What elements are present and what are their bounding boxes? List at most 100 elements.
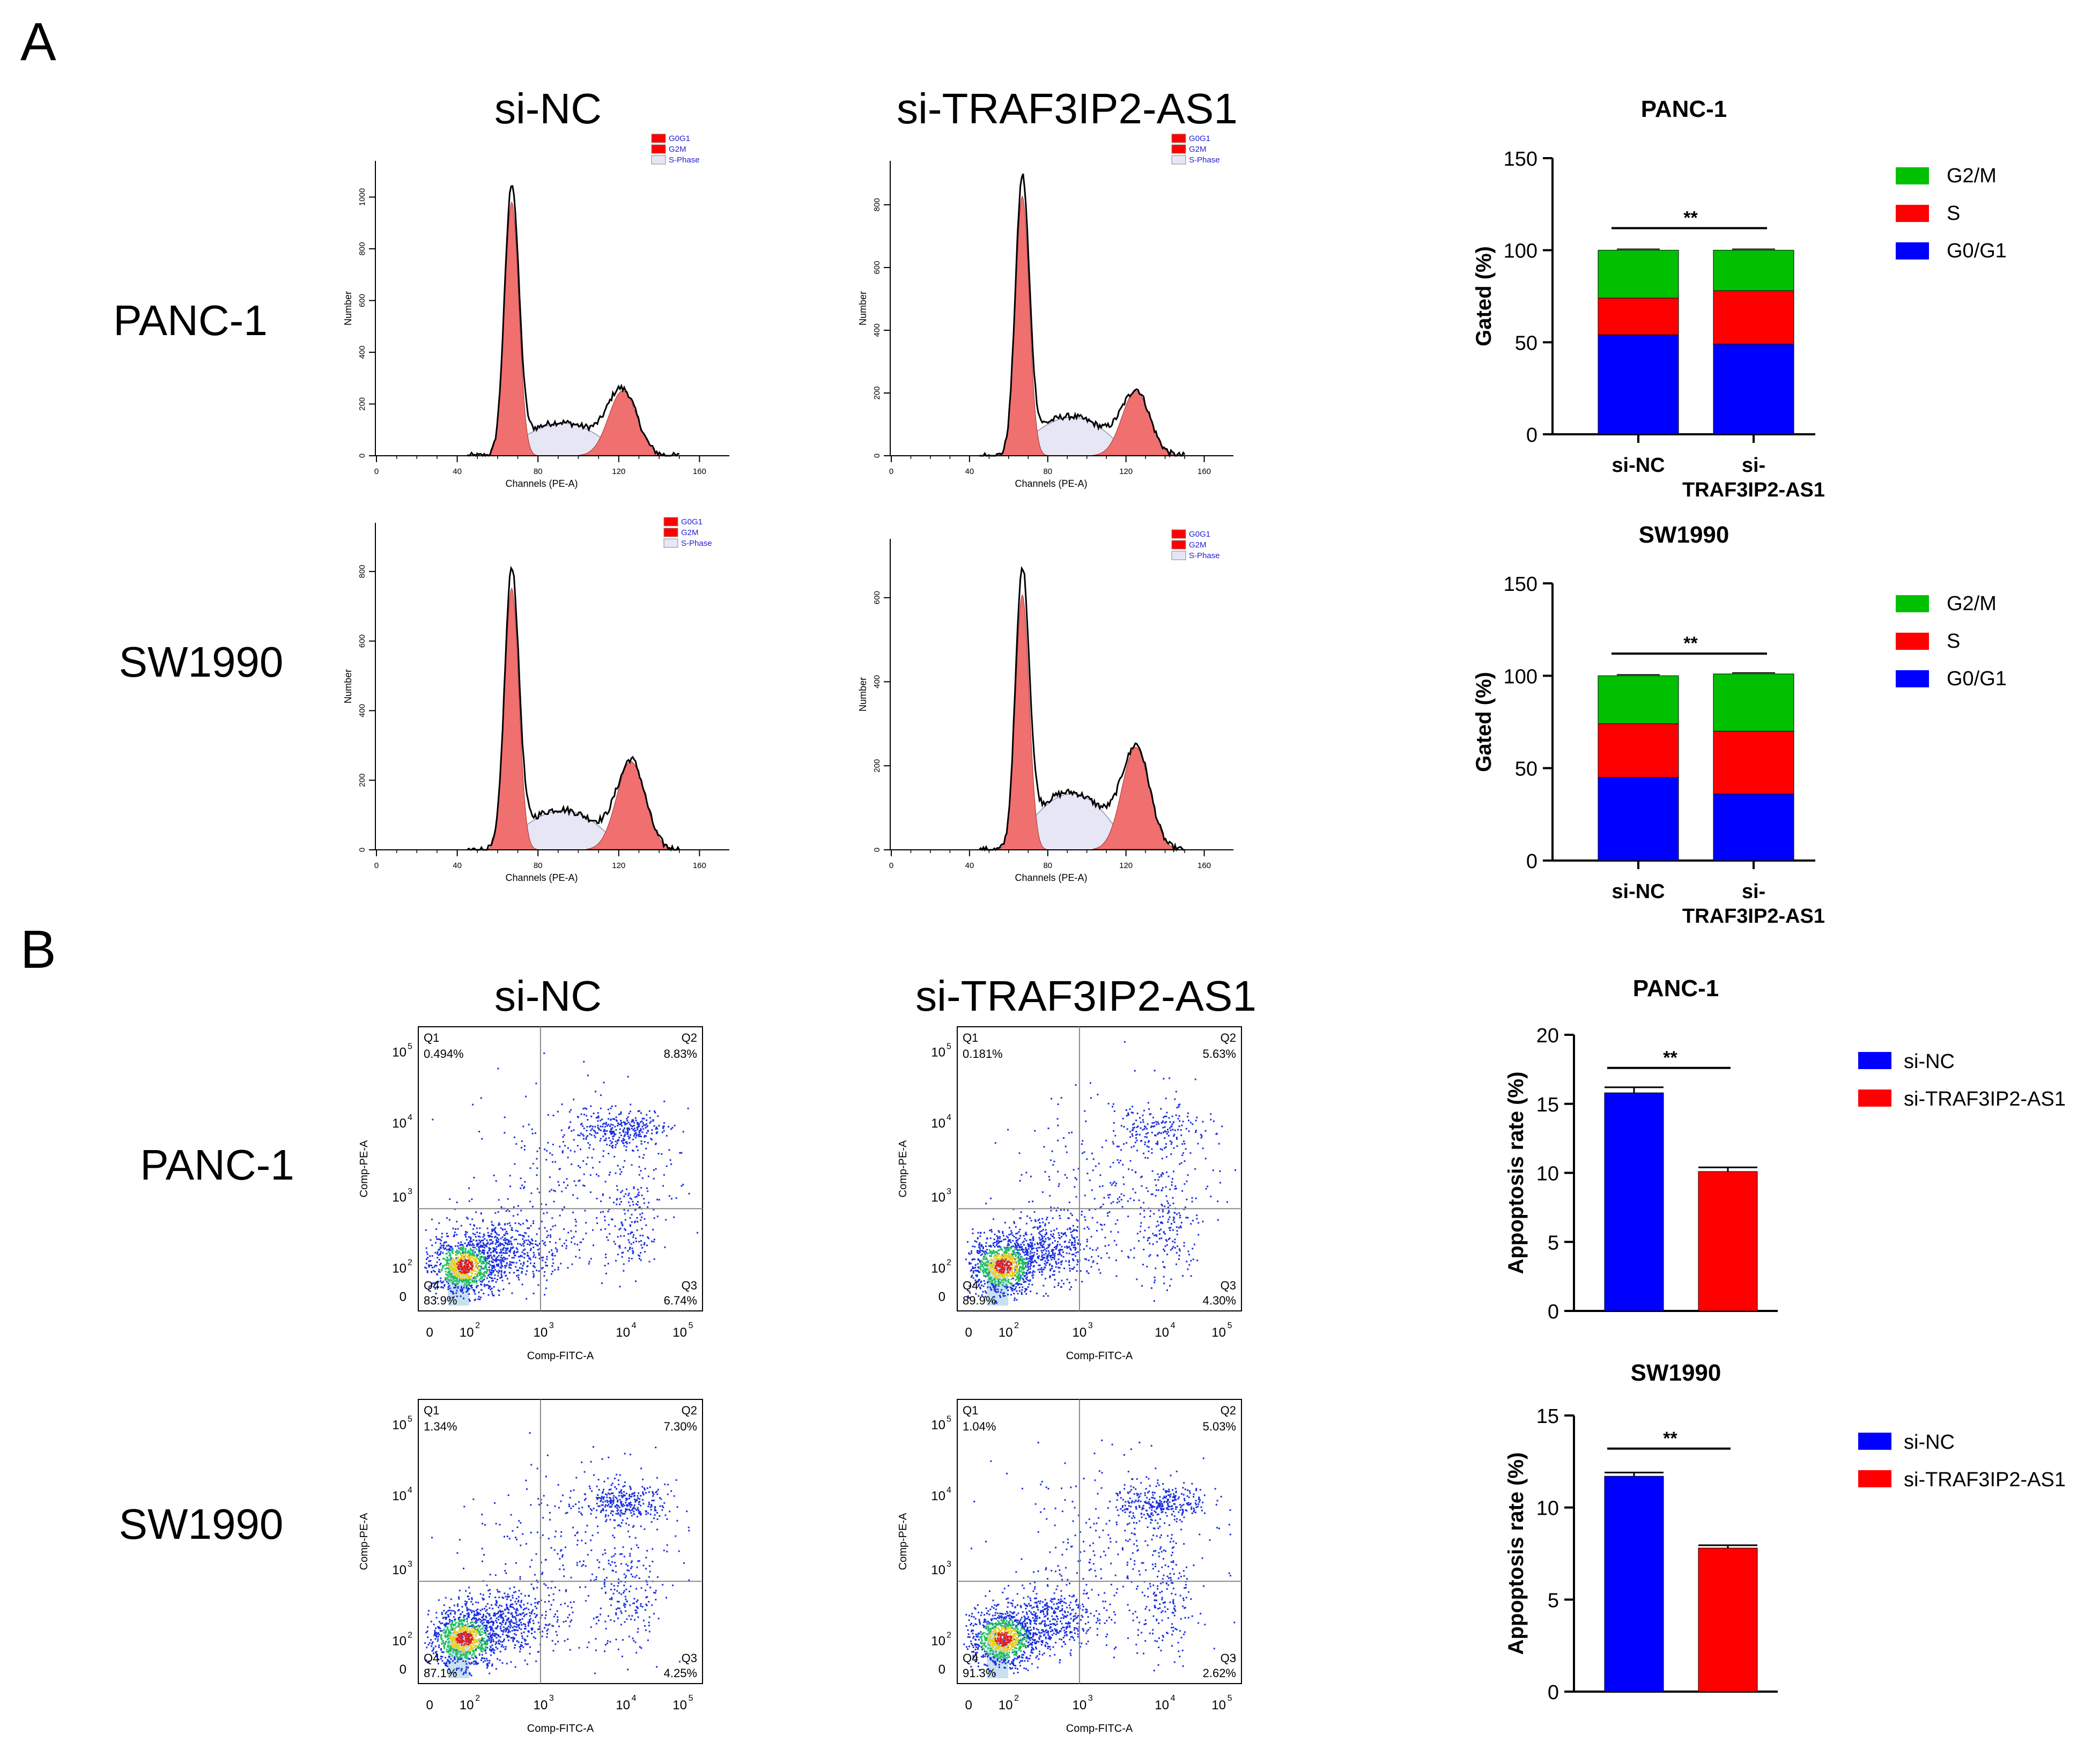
histogram-x-tick-label: 160 <box>1197 861 1211 870</box>
histogram-x-tick-label: 80 <box>1043 861 1052 870</box>
histogram-legend-label: G0G1 <box>681 517 703 527</box>
legend-swatch <box>1896 167 1929 184</box>
flow-dots-medium <box>440 1618 489 1659</box>
histogram-legend-label: G2M <box>681 528 699 537</box>
flow-dots-peak <box>456 1258 474 1274</box>
g0g1-peak <box>481 201 542 456</box>
bar-chart: SW1990 0 5 10 15 Appoptosis rate (%) ** si-NC si… <box>1504 1360 2066 1704</box>
flow-y-tick-label: 0 <box>400 1663 406 1677</box>
flow-q3-value: 4.25% <box>664 1666 697 1680</box>
histogram-panel: 0 40 80 120 160 0 200 400 600 800 Channels (PE-A) N… <box>343 517 729 883</box>
histogram-y-label: Number <box>343 291 353 325</box>
histogram-y-tick-label: 200 <box>873 759 882 773</box>
flow-y-tick-label: 10 <box>392 1489 406 1503</box>
flow-y-tick-exp: 3 <box>408 1560 412 1569</box>
histogram-y-tick-label: 200 <box>358 397 367 411</box>
flow-q4-value: 87.1% <box>424 1666 457 1680</box>
legend-swatch <box>1896 205 1929 222</box>
flow-x-tick-exp: 5 <box>1228 1321 1232 1330</box>
bar-y-tick-label: 150 <box>1504 573 1537 596</box>
bar-y-tick-label: 15 <box>1536 1094 1559 1116</box>
bar-y-tick-label: 5 <box>1548 1589 1559 1612</box>
flow-y-tick-label: 10 <box>392 1190 406 1205</box>
flow-y-tick-exp: 4 <box>947 1486 951 1495</box>
histogram-legend-swatch <box>651 134 666 143</box>
flow-x-tick-exp: 5 <box>1228 1694 1232 1703</box>
flow-x-tick-exp: 3 <box>1088 1694 1093 1703</box>
histogram-y-tick-label: 1000 <box>358 188 367 206</box>
bar-y-label: Appoptosis rate (%) <box>1504 1452 1528 1655</box>
histogram-legend-label: G0G1 <box>669 134 690 143</box>
histogram-y-tick-label: 0 <box>873 848 882 852</box>
flow-x-tick-exp: 3 <box>549 1321 554 1330</box>
stacked-bar-segment <box>1598 298 1679 336</box>
bar-y-tick-label: 10 <box>1536 1163 1559 1185</box>
flow-y-tick-label: 10 <box>931 1116 945 1131</box>
flow-q1-value: 0.494% <box>424 1047 464 1061</box>
flow-q2-value: 5.63% <box>1203 1047 1236 1061</box>
flow-x-tick-exp: 2 <box>1014 1694 1019 1703</box>
header-a-si-nc: si-NC <box>494 85 602 132</box>
histogram-legend-label: S-Phase <box>681 539 712 548</box>
bar-chart-title: PANC-1 <box>1641 96 1727 122</box>
significance-marker: ** <box>1683 633 1698 654</box>
histogram-x-tick-label: 0 <box>374 467 379 476</box>
flow-x-tick-label: 10 <box>460 1698 474 1713</box>
bar-y-tick-label: 100 <box>1504 665 1537 688</box>
legend-swatch <box>1896 670 1929 687</box>
histogram-legend-label: G2M <box>1189 145 1207 154</box>
histogram-legend-swatch <box>1171 551 1186 560</box>
flow-x-tick-label: 0 <box>426 1698 433 1713</box>
histogram-x-tick-label: 40 <box>965 467 974 476</box>
flow-q1-name: Q1 <box>424 1031 439 1044</box>
stacked-bar-segment <box>1713 731 1794 795</box>
histogram-panel: 0 40 80 120 160 0 200 400 600 800 Channels (PE-A) N… <box>858 134 1233 489</box>
significance-marker: ** <box>1663 1428 1677 1449</box>
legend-label: S <box>1947 202 1960 225</box>
flow-x-tick-label: 10 <box>1073 1325 1087 1340</box>
histogram-legend-label: S-Phase <box>669 155 700 165</box>
flow-y-tick-label: 10 <box>931 1489 945 1503</box>
histogram-y-tick-label: 0 <box>358 848 367 852</box>
flow-dots <box>963 1439 1236 1675</box>
flow-dots-high <box>987 1626 1019 1652</box>
histogram-legend-swatch <box>651 155 666 165</box>
bar-y-tick-label: 0 <box>1526 850 1537 873</box>
flow-x-label: Comp-FITC-A <box>1066 1350 1133 1362</box>
flow-x-tick-label: 0 <box>965 1325 972 1340</box>
bar-category-label: si-NC <box>1611 880 1665 903</box>
bar-chart: PANC-1 0 50 100 150 Gated (%) si-NC si-TRAF3IP2… <box>1472 96 2007 501</box>
flow-x-tick-label: 10 <box>534 1698 548 1713</box>
histogram-legend-label: S-Phase <box>1189 551 1220 560</box>
bar <box>1604 1092 1664 1311</box>
histogram-y-tick-label: 600 <box>873 261 882 274</box>
flow-q1-value: 1.34% <box>424 1420 457 1433</box>
legend-label: S <box>1947 630 1960 653</box>
bar <box>1604 1476 1664 1692</box>
histogram-envelope <box>467 566 681 852</box>
histogram-y-tick-label: 400 <box>358 704 367 717</box>
histogram-x-tick-label: 0 <box>889 467 893 476</box>
flow-x-tick-label: 10 <box>1155 1325 1169 1340</box>
bar-y-tick-label: 50 <box>1515 758 1537 781</box>
histogram-x-label: Channels (PE-A) <box>505 872 578 883</box>
flow-x-tick-label: 10 <box>672 1698 687 1713</box>
g2m-peak <box>586 761 676 850</box>
flow-dots-low <box>424 1432 690 1677</box>
bar <box>1698 1171 1758 1311</box>
flow-dots-medium <box>440 1246 489 1287</box>
flow-y-tick-label: 10 <box>392 1563 406 1577</box>
flow-q2-name: Q2 <box>1221 1404 1236 1417</box>
flow-x-tick-label: 10 <box>616 1698 630 1713</box>
bar-y-tick-label: 5 <box>1548 1232 1559 1254</box>
flow-y-tick-label: 10 <box>931 1190 945 1205</box>
stacked-bar-segment <box>1713 794 1794 861</box>
flow-q1-name: Q1 <box>963 1031 978 1044</box>
histogram-x-tick-label: 40 <box>453 467 462 476</box>
flow-q3-name: Q3 <box>1221 1279 1236 1292</box>
flow-y-tick-exp: 4 <box>408 1486 412 1495</box>
panel-b-letter: B <box>20 920 56 980</box>
